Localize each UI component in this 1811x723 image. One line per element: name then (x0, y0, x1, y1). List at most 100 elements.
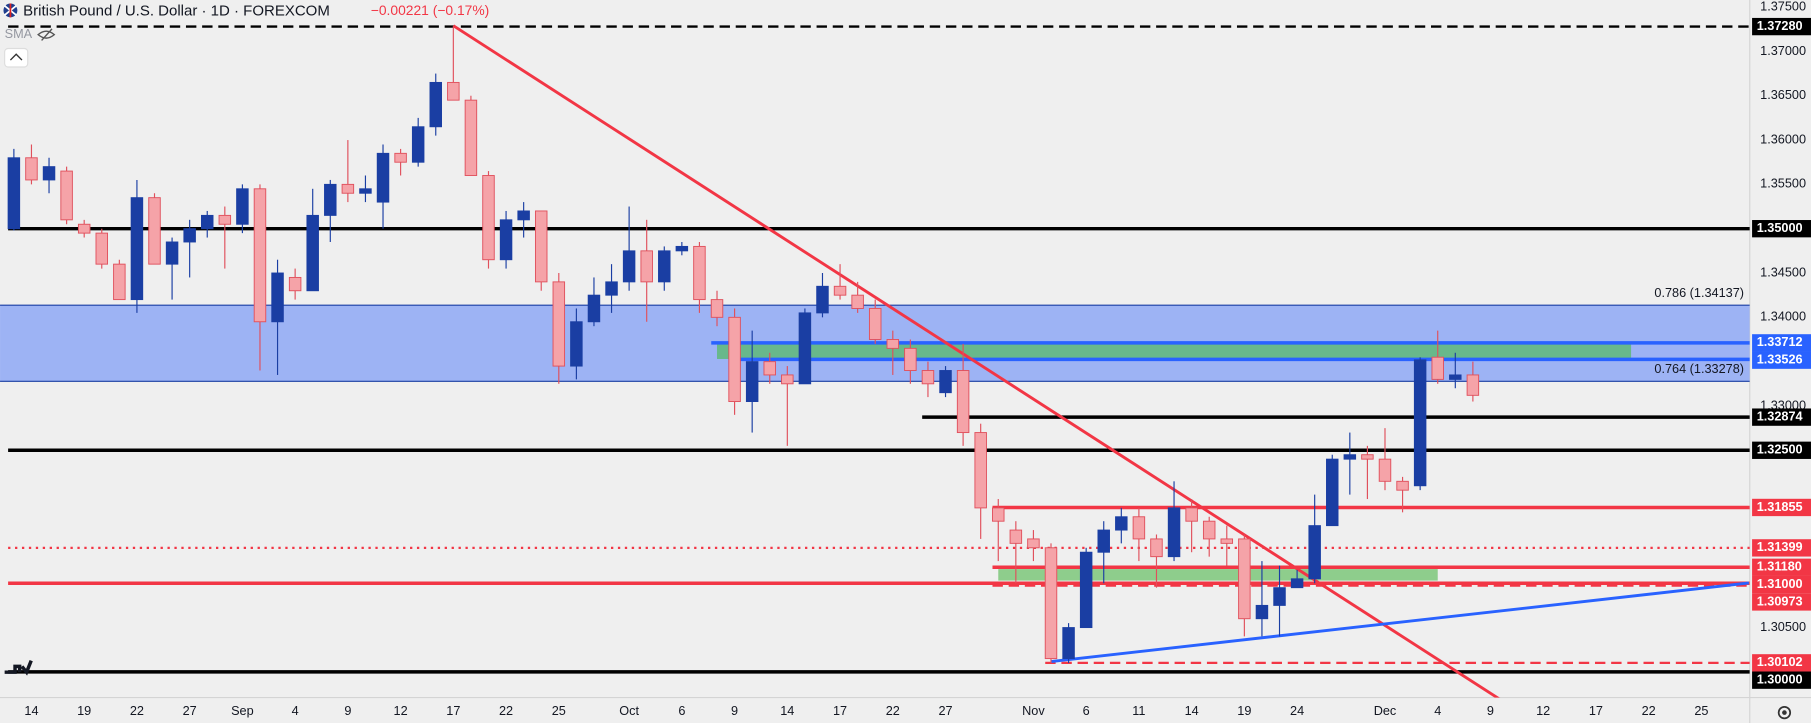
settings-icon[interactable] (1777, 705, 1792, 720)
x-tick-label: 22 (130, 704, 144, 718)
candle-body (288, 276, 302, 292)
candle-body (956, 370, 970, 434)
candle-body (921, 370, 935, 385)
level-label: 1.31000 (1757, 577, 1803, 591)
candle-body (605, 281, 618, 296)
candle-body (25, 157, 38, 181)
candle-body (1062, 627, 1075, 660)
candle-body (552, 281, 566, 367)
hide-icon[interactable] (37, 28, 56, 41)
candle-body (710, 299, 724, 318)
candle-body (640, 250, 653, 283)
x-tick-label: 19 (1237, 704, 1251, 718)
x-tick-label: 22 (499, 704, 513, 718)
candle-body (1326, 458, 1339, 527)
level-label: 1.33712 (1757, 335, 1803, 349)
level-label: 1.32500 (1757, 443, 1803, 457)
x-tick-label: 14 (1185, 704, 1199, 718)
candle-body (1449, 374, 1462, 380)
candle-body (1220, 538, 1234, 544)
x-tick-label: 17 (446, 704, 460, 718)
x-tick-label: 17 (833, 704, 847, 718)
candle-body (1167, 507, 1181, 558)
plot-area (0, 24, 1750, 698)
candle-body (1132, 516, 1146, 540)
candle-body (482, 175, 495, 261)
x-tick-label: Sep (231, 704, 254, 718)
candle-body (904, 347, 917, 371)
y-tick-label: 1.36500 (1760, 88, 1806, 102)
level-label-bg (1752, 408, 1811, 426)
x-tick-label: 11 (1132, 704, 1145, 718)
support-zone (998, 569, 1438, 581)
x-tick-label: 9 (1487, 704, 1494, 718)
support-zone (717, 343, 1632, 359)
candle-body (165, 241, 179, 265)
candle-body (816, 285, 829, 314)
candle-body (1079, 551, 1093, 629)
candle-body (183, 228, 196, 243)
candle-body (1343, 454, 1357, 460)
indicator-label[interactable]: SMA (5, 27, 33, 41)
level-label-bg (1752, 575, 1811, 594)
level-label-bg (1752, 351, 1811, 369)
candle-body (236, 188, 249, 225)
level-label: 1.30973 (1757, 594, 1803, 608)
x-tick-label: 17 (1589, 704, 1603, 718)
candle-body (1255, 604, 1269, 620)
candle-body (464, 99, 478, 176)
candle-body (992, 507, 1005, 522)
candle-body (60, 170, 73, 221)
candle-body (130, 197, 144, 301)
x-tick-label: 22 (1642, 704, 1656, 718)
candle-body (886, 339, 900, 349)
y-tick-label: 1.37000 (1760, 44, 1806, 58)
candle-body (587, 294, 601, 323)
collapse-button[interactable] (4, 47, 29, 68)
level-label-bg (1752, 17, 1811, 36)
collapse-icon (9, 53, 23, 61)
candle-body (429, 81, 442, 128)
level-label: 1.31399 (1757, 540, 1803, 554)
level-label: 1.35000 (1757, 221, 1803, 235)
level-label-bg (1752, 220, 1811, 238)
candle-body (534, 210, 548, 283)
candle-body (728, 316, 741, 402)
candle-body (447, 81, 460, 101)
level-label: 1.30000 (1757, 673, 1803, 687)
level-label-bg (1752, 654, 1811, 672)
level-label: 1.31855 (1757, 500, 1803, 514)
level-label-bg (1752, 671, 1811, 689)
candle-body (851, 294, 864, 309)
level-label-bg (1752, 558, 1811, 576)
candle-body (271, 272, 284, 323)
fib-label: 0.764 (1.33278) (1654, 362, 1744, 376)
candle-body (1044, 547, 1058, 660)
candle-body (763, 361, 776, 376)
candle-body (868, 308, 882, 340)
candle-body (570, 321, 583, 367)
candle-body (95, 232, 109, 265)
x-tick-label: 6 (1083, 704, 1090, 718)
level-label: 1.31180 (1757, 560, 1802, 574)
candle-body (253, 188, 267, 323)
x-tick-label: Oct (619, 704, 639, 718)
candle-body (1361, 454, 1374, 460)
x-tick-label: 14 (780, 704, 794, 718)
overlay: British Pound / U.S. Dollar · 1D · FOREX… (3, 0, 1811, 720)
candle-body (201, 214, 214, 230)
candle-body (1308, 525, 1321, 580)
x-tick-label: 14 (24, 704, 38, 718)
x-tick-label: 24 (1290, 704, 1304, 718)
candle-body (1115, 516, 1128, 531)
candle-body (218, 214, 232, 225)
level-label: 1.30102 (1757, 655, 1803, 669)
trendline (452, 24, 1500, 698)
candle-body (658, 250, 671, 283)
candle-body (376, 152, 390, 203)
candle-body (1202, 520, 1216, 540)
candle-body (394, 152, 407, 163)
logo (4, 659, 33, 676)
level-label: 1.37280 (1757, 19, 1803, 33)
